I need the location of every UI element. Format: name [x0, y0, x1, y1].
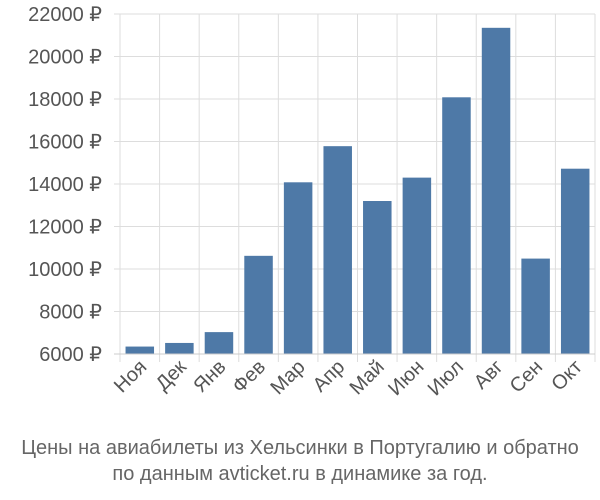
x-tick-label: Фев — [228, 356, 270, 398]
bar-Окт — [560, 168, 590, 354]
x-tick-label: Сен — [506, 356, 547, 397]
bar-Янв — [204, 332, 234, 354]
x-tick-label: Окт — [547, 356, 586, 395]
x-tick-label: Ноя — [110, 356, 151, 397]
bar-Апр — [323, 146, 352, 354]
bar-Июн — [402, 177, 432, 354]
x-tick-label: Янв — [189, 356, 230, 397]
y-tick-label: 22000 ₽ — [28, 4, 102, 26]
bar-Авг — [481, 27, 511, 354]
x-tick-label: Апр — [309, 356, 350, 397]
y-tick-label: 8000 ₽ — [39, 302, 102, 324]
bar-Ноя — [125, 346, 155, 354]
bar-Дек — [165, 342, 194, 354]
y-tick-label: 10000 ₽ — [28, 259, 102, 281]
y-tick-label: 20000 ₽ — [28, 47, 102, 69]
x-tick-label: Май — [346, 356, 389, 399]
chart-caption-line-2: по данным avticket.ru в динамике за год. — [112, 463, 488, 485]
y-tick-label: 12000 ₽ — [28, 217, 102, 239]
x-tick-label: Июл — [424, 356, 468, 400]
x-tick-label: Июн — [384, 356, 428, 400]
bar-Июл — [442, 97, 471, 355]
y-tick-label: 6000 ₽ — [39, 344, 102, 366]
x-tick-label: Авг — [470, 356, 508, 394]
y-tick-label: 18000 ₽ — [28, 89, 102, 111]
y-tick-label: 14000 ₽ — [28, 174, 102, 196]
bar-Май — [363, 201, 392, 354]
bar-Фев — [244, 255, 273, 354]
bar-Мар — [283, 182, 313, 354]
y-tick-label: 16000 ₽ — [28, 132, 102, 154]
bar-Сен — [521, 258, 550, 354]
x-tick-label: Дек — [152, 356, 191, 395]
chart-caption-line-1: Цены на авиабилеты из Хельсинки в Португ… — [21, 437, 579, 459]
x-tick-label: Мар — [266, 356, 309, 399]
